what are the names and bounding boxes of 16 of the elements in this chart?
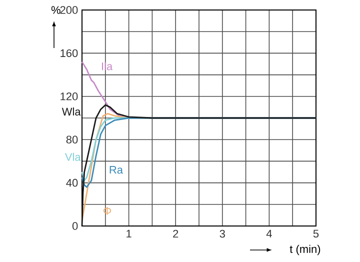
- series-label: Vla: [64, 152, 81, 161]
- x-axis-title: t (min): [290, 244, 320, 256]
- series-label: Wla: [62, 107, 81, 116]
- x-tick-label: 2: [173, 230, 178, 238]
- y-tick-label: 200: [60, 6, 78, 14]
- y-tick-label: 160: [60, 49, 78, 58]
- series-label: Ra: [110, 166, 123, 174]
- y-tick-label: 120: [60, 92, 78, 100]
- y-tick-label: 40: [66, 178, 78, 187]
- x-tick-label: 5: [313, 230, 319, 238]
- x-tick-label: 3: [220, 230, 225, 238]
- y-tick-label: 80: [66, 136, 78, 144]
- x-tick-label: 4: [266, 230, 272, 238]
- y-axis-title: %: [51, 6, 60, 14]
- y-tick-label: 0: [72, 222, 78, 230]
- x-tick-label: 1: [126, 230, 132, 238]
